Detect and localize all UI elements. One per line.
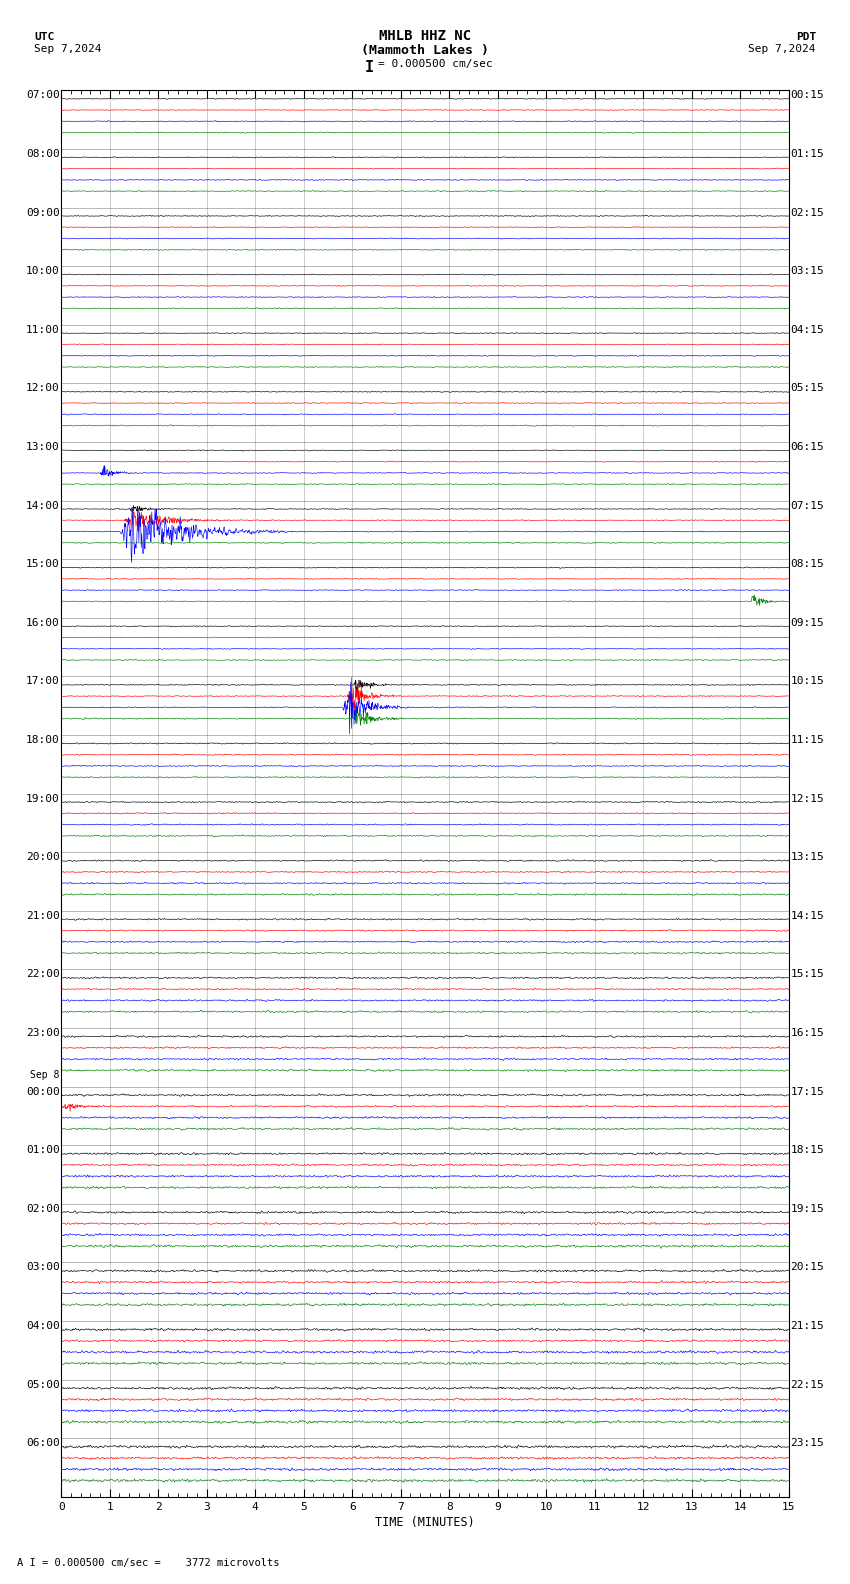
Text: 21:15: 21:15	[790, 1321, 824, 1331]
Text: 01:15: 01:15	[790, 149, 824, 158]
Text: 09:15: 09:15	[790, 618, 824, 627]
Text: 08:00: 08:00	[26, 149, 60, 158]
Text: 15:00: 15:00	[26, 559, 60, 569]
Text: 06:00: 06:00	[26, 1438, 60, 1448]
Text: 12:00: 12:00	[26, 383, 60, 393]
Text: 21:00: 21:00	[26, 911, 60, 920]
Text: = 0.000500 cm/sec: = 0.000500 cm/sec	[378, 59, 493, 68]
Text: 05:15: 05:15	[790, 383, 824, 393]
Text: 20:00: 20:00	[26, 852, 60, 862]
Text: 10:15: 10:15	[790, 676, 824, 686]
Text: 18:15: 18:15	[790, 1145, 824, 1155]
Text: 02:15: 02:15	[790, 208, 824, 217]
Text: 11:15: 11:15	[790, 735, 824, 744]
Text: 23:15: 23:15	[790, 1438, 824, 1448]
Text: 22:00: 22:00	[26, 969, 60, 979]
Text: 01:00: 01:00	[26, 1145, 60, 1155]
Text: Sep 8: Sep 8	[31, 1069, 60, 1080]
Text: 22:15: 22:15	[790, 1380, 824, 1389]
Text: PDT: PDT	[796, 32, 816, 41]
Text: 02:00: 02:00	[26, 1204, 60, 1213]
Text: 05:00: 05:00	[26, 1380, 60, 1389]
Text: UTC: UTC	[34, 32, 54, 41]
Text: 12:15: 12:15	[790, 794, 824, 803]
Text: 00:00: 00:00	[26, 1087, 60, 1096]
Text: 23:00: 23:00	[26, 1028, 60, 1038]
Text: 14:15: 14:15	[790, 911, 824, 920]
Text: 07:15: 07:15	[790, 501, 824, 510]
Text: 09:00: 09:00	[26, 208, 60, 217]
X-axis label: TIME (MINUTES): TIME (MINUTES)	[375, 1516, 475, 1529]
Text: 17:15: 17:15	[790, 1087, 824, 1096]
Text: (Mammoth Lakes ): (Mammoth Lakes )	[361, 44, 489, 57]
Text: 15:15: 15:15	[790, 969, 824, 979]
Text: A I = 0.000500 cm/sec =    3772 microvolts: A I = 0.000500 cm/sec = 3772 microvolts	[17, 1559, 280, 1568]
Text: Sep 7,2024: Sep 7,2024	[749, 44, 816, 54]
Text: 19:00: 19:00	[26, 794, 60, 803]
Text: 11:00: 11:00	[26, 325, 60, 334]
Text: MHLB HHZ NC: MHLB HHZ NC	[379, 29, 471, 43]
Text: 17:00: 17:00	[26, 676, 60, 686]
Text: Sep 7,2024: Sep 7,2024	[34, 44, 101, 54]
Text: 13:00: 13:00	[26, 442, 60, 451]
Text: 07:00: 07:00	[26, 90, 60, 100]
Text: 20:15: 20:15	[790, 1262, 824, 1272]
Text: 18:00: 18:00	[26, 735, 60, 744]
Text: 16:15: 16:15	[790, 1028, 824, 1038]
Text: 13:15: 13:15	[790, 852, 824, 862]
Text: 04:15: 04:15	[790, 325, 824, 334]
Text: 00:15: 00:15	[790, 90, 824, 100]
Text: I: I	[366, 60, 374, 74]
Text: 03:15: 03:15	[790, 266, 824, 276]
Text: 10:00: 10:00	[26, 266, 60, 276]
Text: 16:00: 16:00	[26, 618, 60, 627]
Text: 19:15: 19:15	[790, 1204, 824, 1213]
Text: 06:15: 06:15	[790, 442, 824, 451]
Text: 04:00: 04:00	[26, 1321, 60, 1331]
Text: 08:15: 08:15	[790, 559, 824, 569]
Text: 14:00: 14:00	[26, 501, 60, 510]
Text: 03:00: 03:00	[26, 1262, 60, 1272]
